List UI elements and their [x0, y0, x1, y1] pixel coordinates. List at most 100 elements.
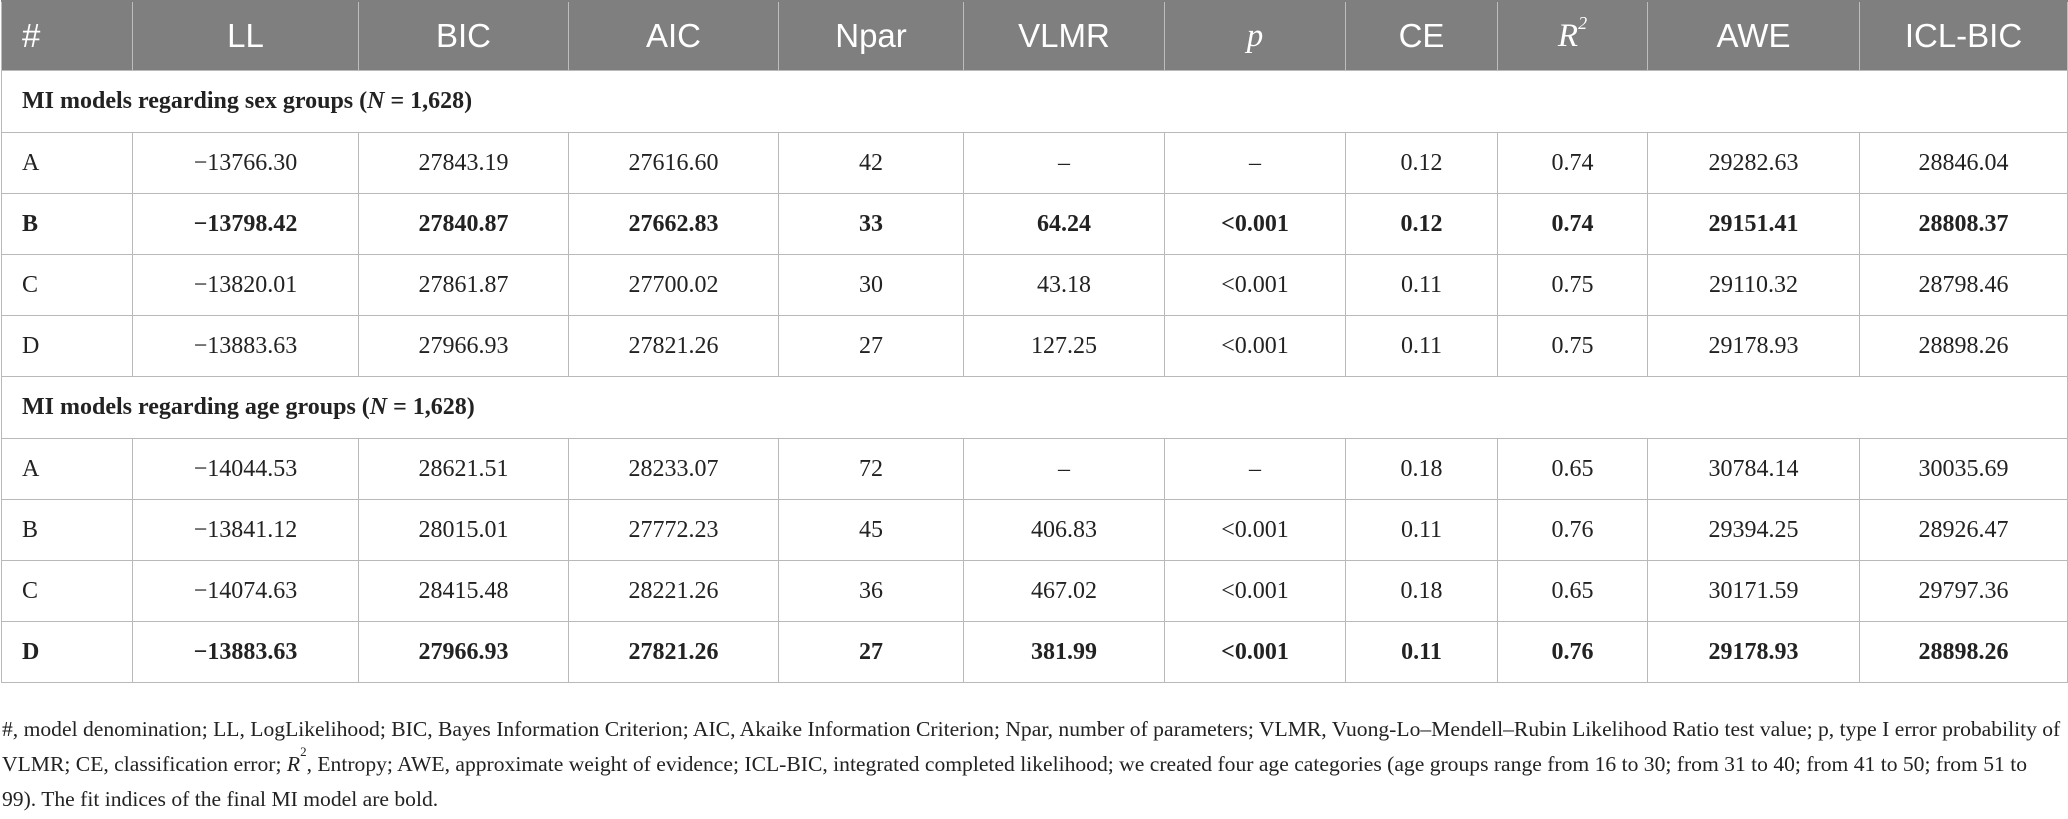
cell-awe: 30784.14 — [1647, 438, 1860, 500]
section-title: MI models regarding sex groups (N = 1,62… — [1, 70, 2068, 133]
header-ce: CE — [1345, 0, 1498, 71]
footnote-r-letter: R — [286, 752, 301, 776]
cell-awe: 29110.32 — [1647, 254, 1860, 316]
section-title-suffix: = 1,628) — [387, 394, 475, 420]
cell-aic: 27700.02 — [568, 254, 779, 316]
cell-p: <0.001 — [1164, 560, 1346, 622]
cell-ll: −13883.63 — [132, 621, 359, 683]
cell-ce: 0.11 — [1345, 254, 1498, 316]
header-r-letter: R — [1557, 17, 1579, 54]
section-title-n: N — [369, 394, 388, 420]
cell-vlmr: 64.24 — [963, 193, 1165, 255]
header-num: # — [1, 0, 133, 71]
header-ll: LL — [132, 0, 359, 71]
cell-model: A — [1, 132, 133, 194]
cell-iclbic: 30035.69 — [1859, 438, 2068, 500]
cell-r2: 0.76 — [1497, 621, 1648, 683]
cell-bic: 27966.93 — [358, 621, 569, 683]
cell-npar: 42 — [778, 132, 964, 194]
cell-awe: 29282.63 — [1647, 132, 1860, 194]
cell-r2: 0.76 — [1497, 499, 1648, 561]
model-fit-table: # LL BIC AIC Npar VLMR p CE R2 AWE ICL-B… — [1, 0, 2068, 683]
cell-model: D — [1, 315, 133, 377]
section-title: MI models regarding age groups (N = 1,62… — [1, 376, 2068, 439]
cell-npar: 30 — [778, 254, 964, 316]
cell-vlmr: 467.02 — [963, 560, 1165, 622]
section-header-row: MI models regarding sex groups (N = 1,62… — [1, 70, 2068, 133]
cell-r2: 0.65 — [1497, 560, 1648, 622]
cell-r2: 0.74 — [1497, 193, 1648, 255]
cell-ce: 0.12 — [1345, 132, 1498, 194]
cell-bic: 27966.93 — [358, 315, 569, 377]
header-r-superscript: 2 — [1578, 12, 1588, 33]
cell-npar: 33 — [778, 193, 964, 255]
cell-vlmr: – — [963, 132, 1165, 194]
table-row: A −13766.30 27843.19 27616.60 42– –0.12 0.74 29… — [1, 132, 2068, 194]
cell-p: <0.001 — [1164, 315, 1346, 377]
section-title-prefix: MI models regarding sex groups ( — [22, 88, 368, 114]
table-body: MI models regarding sex groups (N = 1,62… — [1, 70, 2068, 683]
cell-ce: 0.11 — [1345, 315, 1498, 377]
cell-ll: −14074.63 — [132, 560, 359, 622]
section-title-prefix: MI models regarding age groups ( — [22, 394, 370, 420]
table-row: B −13798.42 27840.87 27662.83 33 64.24 <0.001 0… — [1, 193, 2068, 255]
cell-ce: 0.18 — [1345, 438, 1498, 500]
table-row: D −13883.63 27966.93 27821.26 27 127.25 <0.001… — [1, 315, 2068, 377]
cell-iclbic: 28926.47 — [1859, 499, 2068, 561]
header-aic: AIC — [568, 0, 779, 71]
cell-vlmr: 43.18 — [963, 254, 1165, 316]
cell-ll: −13841.12 — [132, 499, 359, 561]
cell-bic: 28621.51 — [358, 438, 569, 500]
cell-model: C — [1, 560, 133, 622]
section-header-row: MI models regarding age groups (N = 1,62… — [1, 376, 2068, 439]
cell-model: D — [1, 621, 133, 683]
cell-iclbic: 29797.36 — [1859, 560, 2068, 622]
cell-p: <0.001 — [1164, 254, 1346, 316]
header-p: p — [1164, 0, 1346, 71]
cell-aic: 27821.26 — [568, 621, 779, 683]
cell-ce: 0.11 — [1345, 499, 1498, 561]
footnote-r-superscript: 2 — [300, 744, 307, 759]
section-title-suffix: = 1,628) — [384, 88, 473, 114]
section-title-n: N — [367, 88, 385, 114]
cell-npar: 45 — [778, 499, 964, 561]
cell-aic: 27616.60 — [568, 132, 779, 194]
cell-aic: 28221.26 — [568, 560, 779, 622]
cell-ll: −13820.01 — [132, 254, 359, 316]
cell-iclbic: 28846.04 — [1859, 132, 2068, 194]
cell-bic: 27840.87 — [358, 193, 569, 255]
header-r2: R2 — [1497, 0, 1648, 71]
cell-awe: 29151.41 — [1647, 193, 1860, 255]
cell-r2: 0.74 — [1497, 132, 1648, 194]
cell-model: B — [1, 499, 133, 561]
cell-awe: 30171.59 — [1647, 560, 1860, 622]
cell-vlmr: 406.83 — [963, 499, 1165, 561]
header-iclbic: ICL-BIC — [1859, 0, 2068, 71]
cell-p: – — [1164, 132, 1346, 194]
cell-ce: 0.18 — [1345, 560, 1498, 622]
cell-bic: 27861.87 — [358, 254, 569, 316]
cell-npar: 36 — [778, 560, 964, 622]
cell-vlmr: – — [963, 438, 1165, 500]
cell-iclbic: 28898.26 — [1859, 621, 2068, 683]
cell-r2: 0.65 — [1497, 438, 1648, 500]
footnote-text-2: , Entropy; AWE, approximate weight of ev… — [2, 752, 2028, 811]
header-row: # LL BIC AIC Npar VLMR p CE R2 AWE ICL-B… — [1, 0, 2068, 71]
cell-ll: −13883.63 — [132, 315, 359, 377]
cell-p: <0.001 — [1164, 499, 1346, 561]
cell-awe: 29178.93 — [1647, 621, 1860, 683]
table-row: B −13841.12 28015.01 27772.23 45 406.83 <0.001… — [1, 499, 2068, 561]
cell-model: A — [1, 438, 133, 500]
table-row: A −14044.53 28621.51 28233.07 72– –0.18 0.65 30… — [1, 438, 2068, 500]
cell-bic: 27843.19 — [358, 132, 569, 194]
cell-r2: 0.75 — [1497, 254, 1648, 316]
cell-iclbic: 28808.37 — [1859, 193, 2068, 255]
cell-aic: 27821.26 — [568, 315, 779, 377]
cell-r2: 0.75 — [1497, 315, 1648, 377]
cell-p: – — [1164, 438, 1346, 500]
table-footnote: #, model denomination; LL, LogLikelihood… — [2, 712, 2062, 817]
table-row: C −14074.63 28415.48 28221.26 36 467.02 <0.001… — [1, 560, 2068, 622]
cell-ll: −13798.42 — [132, 193, 359, 255]
table-row: C −13820.01 27861.87 27700.02 30 43.18 <0.001 0… — [1, 254, 2068, 316]
